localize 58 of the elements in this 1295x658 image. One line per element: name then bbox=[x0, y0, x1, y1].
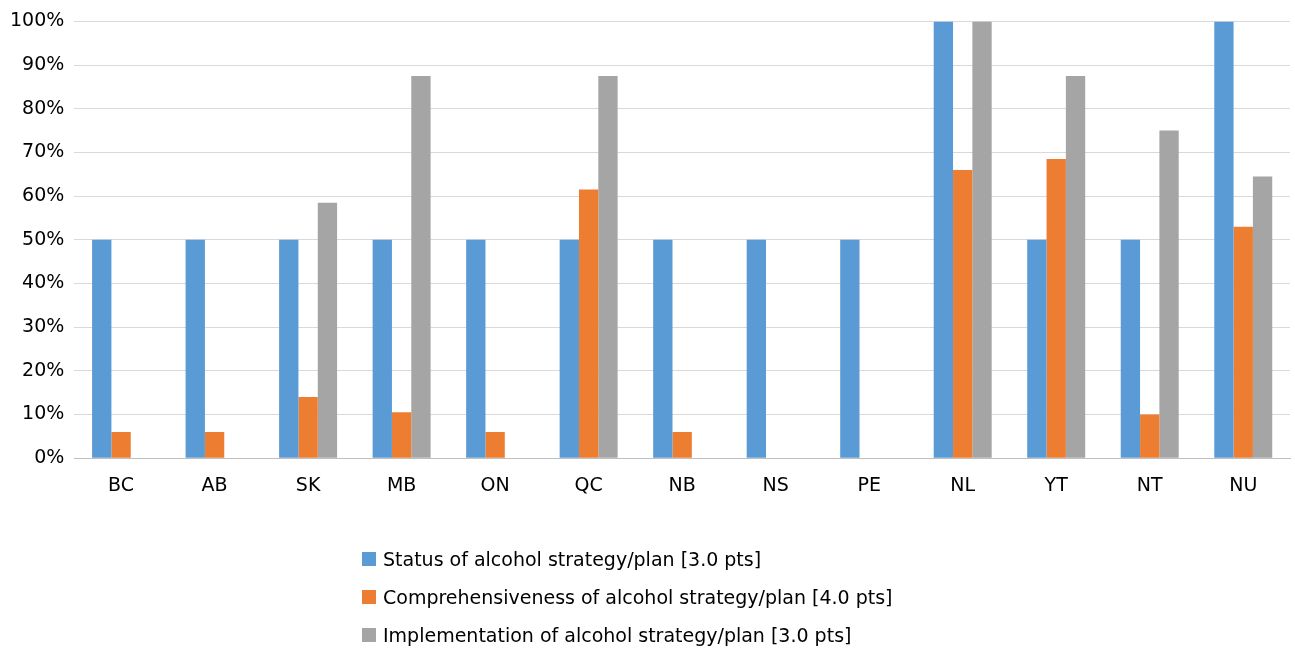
y-tick-label: 50% bbox=[22, 226, 65, 249]
bar bbox=[953, 169, 973, 458]
bar bbox=[391, 412, 412, 458]
bar bbox=[1252, 176, 1273, 458]
x-tick-label: AB bbox=[201, 472, 228, 495]
bar bbox=[466, 239, 486, 458]
bar bbox=[672, 431, 692, 458]
x-tick-label: PE bbox=[857, 472, 881, 495]
x-tick-label: ON bbox=[480, 472, 510, 495]
bar bbox=[1159, 130, 1179, 458]
bar bbox=[1065, 76, 1086, 458]
bar bbox=[317, 202, 338, 458]
bar bbox=[1214, 21, 1234, 458]
legend-label: Status of alcohol strategy/plan [3.0 pts] bbox=[383, 548, 762, 570]
bar bbox=[279, 239, 299, 458]
bar bbox=[411, 76, 431, 458]
bar bbox=[185, 239, 205, 458]
bar bbox=[485, 431, 505, 458]
bar bbox=[92, 239, 112, 458]
bar bbox=[1120, 239, 1141, 458]
x-tick-label: SK bbox=[295, 472, 321, 495]
bar bbox=[653, 239, 673, 458]
bar bbox=[840, 239, 860, 458]
y-tick-label: 70% bbox=[22, 139, 65, 162]
legend-label: Comprehensiveness of alcohol strategy/plan [4.0 pts] bbox=[383, 586, 893, 608]
y-tick-label: 60% bbox=[22, 183, 65, 206]
x-tick-label: YT bbox=[1043, 472, 1069, 495]
bar bbox=[1233, 226, 1253, 458]
bar bbox=[559, 239, 579, 458]
bar bbox=[746, 239, 767, 458]
bar bbox=[1027, 239, 1047, 458]
bar bbox=[933, 21, 954, 458]
y-tick-label: 40% bbox=[22, 270, 65, 293]
bar bbox=[372, 239, 392, 458]
y-tick-label: 90% bbox=[22, 52, 65, 75]
y-tick-label: 20% bbox=[22, 357, 65, 380]
x-tick-label: NU bbox=[1229, 472, 1258, 495]
x-tick-label: BC bbox=[108, 472, 135, 495]
y-tick-label: 100% bbox=[9, 8, 65, 31]
bar bbox=[972, 21, 992, 458]
bar bbox=[204, 431, 225, 458]
x-tick-label: NT bbox=[1136, 472, 1164, 495]
bar bbox=[578, 189, 599, 458]
y-tick-label: 10% bbox=[22, 401, 65, 424]
bar bbox=[111, 431, 131, 458]
bar bbox=[598, 76, 618, 458]
bar bbox=[298, 397, 318, 458]
y-tick-label: 0% bbox=[34, 445, 65, 468]
y-tick-label: 80% bbox=[22, 95, 65, 118]
bar bbox=[1046, 158, 1066, 458]
x-tick-label: QC bbox=[574, 472, 603, 495]
x-tick-label: NB bbox=[668, 472, 696, 495]
bar bbox=[1140, 414, 1160, 458]
x-tick-label: NL bbox=[950, 472, 976, 495]
legend-label: Implementation of alcohol strategy/plan [3.0 pts] bbox=[383, 624, 852, 646]
y-tick-label: 30% bbox=[22, 314, 65, 337]
x-tick-label: MB bbox=[386, 472, 417, 495]
x-tick-label: NS bbox=[762, 472, 789, 495]
